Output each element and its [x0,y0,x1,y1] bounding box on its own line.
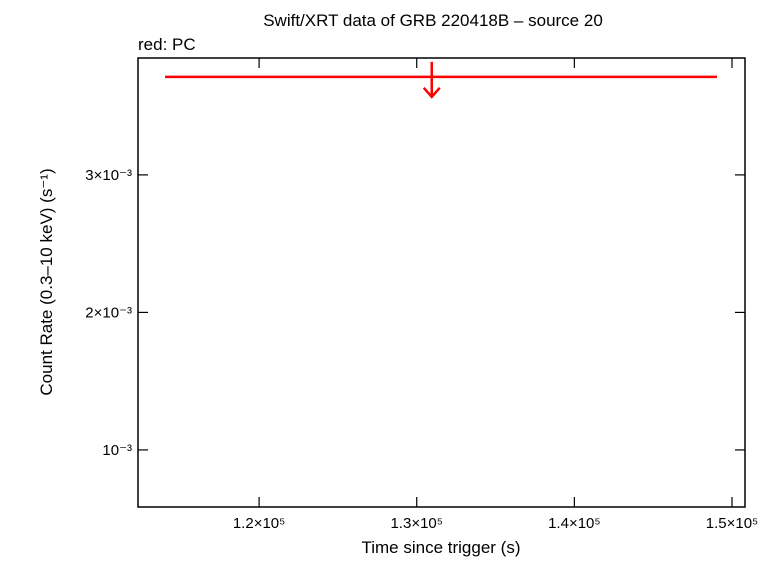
y-tick-label: 3×10⁻³ [85,167,132,184]
plot-frame [137,57,746,508]
y-tick-label: 2×10⁻³ [85,304,132,321]
chart-subtitle: red: PC [138,35,196,54]
y-axis-label: Count Rate (0.3–10 keV) (s⁻¹) [37,168,56,395]
x-axis-label: Time since trigger (s) [361,538,520,557]
upper-limit-arrow [422,61,441,99]
x-tick-label: 1.3×10⁵ [390,515,443,532]
x-tick-label: 1.4×10⁵ [548,515,601,532]
x-tick-label: 1.2×10⁵ [233,515,286,532]
chart-title: Swift/XRT data of GRB 220418B – source 2… [263,11,603,30]
y-tick-label: 10⁻³ [102,442,132,459]
x-tick-label: 1.5×10⁵ [706,515,759,532]
